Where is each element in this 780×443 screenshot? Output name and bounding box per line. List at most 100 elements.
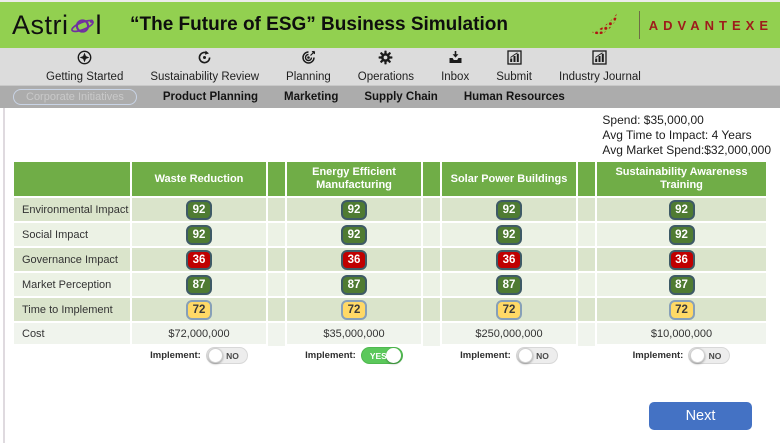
score-badge: 36 <box>668 249 695 270</box>
nav-item-label: Planning <box>286 71 331 83</box>
spend-summary: Spend: $35,000,00 Avg Time to Impact: 4 … <box>602 113 771 158</box>
nav-item-planning[interactable]: Planning <box>286 50 331 83</box>
score-badge: 87 <box>186 274 212 295</box>
nav-item-operations[interactable]: Operations <box>358 50 414 83</box>
nav-item-submit[interactable]: Submit <box>496 50 532 83</box>
score-cell: 72 <box>597 298 766 321</box>
orbit-planet-icon <box>70 13 95 44</box>
score-cell: 92 <box>597 223 766 246</box>
nav-item-industry-journal[interactable]: Industry Journal <box>559 50 641 83</box>
toggle-state-label: YES <box>369 350 387 361</box>
score-badge: 92 <box>496 199 522 220</box>
implement-toggle-group: Implement: YES <box>287 347 421 364</box>
separator-cell <box>578 298 595 321</box>
left-edge-line <box>3 108 5 443</box>
separator-cell <box>268 248 285 271</box>
separator-cell <box>578 223 595 246</box>
score-badge: 92 <box>341 224 367 245</box>
next-button[interactable]: Next <box>649 402 752 430</box>
cost-value: $72,000,000 <box>132 323 266 344</box>
separator-cell <box>268 323 285 346</box>
score-cell: 92 <box>287 223 421 246</box>
score-badge: 72 <box>341 299 367 320</box>
column-header: Sustainability Awareness Training <box>597 162 766 196</box>
tab-marketing[interactable]: Marketing <box>284 91 339 103</box>
score-cell: 92 <box>132 223 266 246</box>
score-cell: 92 <box>442 223 576 246</box>
score-badge: 87 <box>668 274 695 295</box>
tab-corporate-initiatives[interactable]: Corporate Initiatives <box>13 89 137 105</box>
implement-toggle[interactable]: NO <box>515 347 558 364</box>
recycle-arrows-icon <box>197 50 212 70</box>
target-strategy-icon <box>301 50 316 70</box>
separator-cell <box>268 298 285 321</box>
score-badge: 92 <box>668 224 695 245</box>
tab-bar: Corporate Initiatives Product Planning Mar… <box>0 86 780 108</box>
score-badge: 92 <box>341 199 367 220</box>
implement-toggle[interactable]: NO <box>688 347 731 364</box>
dotted-swoosh-icon <box>590 8 630 43</box>
implement-toggle-row: Implement: NO Implement: YES Implement: NO Imp… <box>14 347 766 364</box>
separator-cell <box>268 198 285 221</box>
score-cell: 87 <box>597 273 766 296</box>
nav-item-sustainability-review[interactable]: Sustainability Review <box>150 50 259 83</box>
toggle-state-label: NO <box>536 350 549 361</box>
summary-avg-market-spend: Avg Market Spend:$32,000,000 <box>602 143 771 157</box>
summary-spend: Spend: $35,000,00 <box>602 113 704 127</box>
row-label: Governance Impact <box>14 248 130 271</box>
score-badge: 72 <box>186 299 212 320</box>
toggle-spacer <box>578 347 595 364</box>
logo-text-prefix: Astri <box>12 9 69 40</box>
separator-cell <box>423 223 440 246</box>
score-badge: 92 <box>496 224 522 245</box>
column-header: Energy Efficient Manufacturing <box>287 162 421 196</box>
score-badge: 72 <box>496 299 522 320</box>
implement-toggle-group: Implement: NO <box>442 347 576 364</box>
implement-toggle[interactable]: YES <box>360 347 403 364</box>
nav-item-label: Inbox <box>441 71 470 83</box>
implement-toggle-group: Implement: NO <box>132 347 266 364</box>
separator-cell <box>423 273 440 296</box>
implement-toggle-group: Implement: NO <box>597 347 766 364</box>
separator-cell <box>423 323 440 346</box>
tab-product-planning[interactable]: Product Planning <box>162 91 259 103</box>
toggle-knob <box>207 348 223 363</box>
separator-cell <box>578 323 595 346</box>
tab-supply-chain[interactable]: Supply Chain <box>364 91 438 103</box>
toggle-knob <box>385 348 401 363</box>
score-badge: 92 <box>186 224 212 245</box>
compass-icon <box>77 50 92 70</box>
column-header-blank <box>14 162 130 196</box>
separator-cell <box>423 298 440 321</box>
implement-label: Implement: <box>305 350 356 361</box>
toggle-spacer <box>268 347 285 364</box>
main-navigation: Getting Started Sustainability Review Plan… <box>0 48 780 86</box>
score-cell: 72 <box>132 298 266 321</box>
logo-text-suffix: l <box>95 9 102 40</box>
bar-chart-icon <box>506 50 522 70</box>
score-badge: 92 <box>186 199 212 220</box>
toggle-state-label: NO <box>226 350 239 361</box>
gear-icon <box>378 50 393 70</box>
column-header: Waste Reduction <box>132 162 266 196</box>
implement-toggle[interactable]: NO <box>205 347 248 364</box>
column-header: Solar Power Buildings <box>442 162 576 196</box>
score-badge: 36 <box>186 249 212 270</box>
cost-value: $250,000,000 <box>442 323 576 344</box>
nav-item-label: Operations <box>357 71 415 83</box>
score-cell: 36 <box>132 248 266 271</box>
toggle-state-label: NO <box>708 350 722 361</box>
separator-cell <box>268 162 285 196</box>
score-cell: 87 <box>442 273 576 296</box>
score-cell: 92 <box>287 198 421 221</box>
tab-human-resources[interactable]: Human Resources <box>463 91 565 103</box>
toggle-knob <box>517 348 533 363</box>
nav-item-inbox[interactable]: Inbox <box>441 50 469 83</box>
separator-cell <box>423 162 440 196</box>
implement-label: Implement: <box>632 350 684 361</box>
nav-item-label: Submit <box>496 71 532 83</box>
row-label: Market Perception <box>14 273 130 296</box>
nav-item-getting-started[interactable]: Getting Started <box>46 50 123 83</box>
astriol-logo: Astri l <box>12 10 102 41</box>
